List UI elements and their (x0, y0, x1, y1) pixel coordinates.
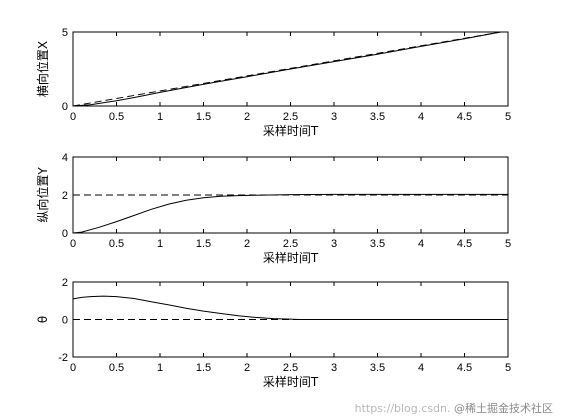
x-tick-label: 5 (505, 362, 511, 374)
x-tick-label: 0.5 (109, 238, 124, 250)
x-tick-label: 2 (244, 238, 250, 250)
response-line (72, 295, 508, 320)
y-axis-label: 纵向位置Y (35, 167, 50, 223)
x-tick-label: 4 (418, 362, 424, 374)
y-tick-label: 2 (62, 277, 68, 289)
subplot-1: 0 0.5 1 1.5 2 2.5 3 3.5 4 4.5 5 0 5 采样时间T 横向位置X (35, 27, 511, 138)
x-tick-label: 1.5 (196, 362, 211, 374)
x-tick-label: 3.5 (370, 362, 385, 374)
x-tick-label: 3.5 (370, 111, 385, 123)
watermark: https://blog.csdn. @稀土掘金技术社区 (355, 400, 553, 416)
x-tick-label: 1 (157, 238, 163, 250)
watermark-url: https://blog.csdn. (354, 402, 451, 415)
response-line (72, 31, 500, 107)
x-tick-label: 3 (331, 238, 337, 250)
x-tick-label: 2 (244, 111, 250, 123)
y-tick-label: 0 (62, 228, 68, 240)
y-tick-label: 0 (62, 315, 68, 327)
x-tick-label: 4.5 (457, 111, 472, 123)
x-tick-label: 1.5 (196, 111, 211, 123)
x-tick-label: 2.5 (283, 238, 298, 250)
x-tick-label: 0 (70, 111, 76, 123)
x-tick-label: 1 (157, 362, 163, 374)
x-tick-label: 0.5 (109, 111, 124, 123)
x-tick-label: 3 (331, 111, 337, 123)
x-axis-label: 采样时间T (263, 123, 319, 138)
x-tick-label: 4.5 (457, 362, 472, 374)
y-tick-label: 4 (62, 152, 68, 164)
y-tick-label: 5 (62, 27, 68, 39)
x-tick-label: 5 (505, 111, 511, 123)
x-tick-label: 5 (505, 238, 511, 250)
x-tick-label: 0 (70, 238, 76, 250)
x-tick-label: 4 (418, 111, 424, 123)
y-tick-label: 0 (62, 101, 68, 113)
x-tick-label: 3 (331, 362, 337, 374)
x-axis-label: 采样时间T (263, 250, 319, 265)
x-tick-label: 1 (157, 111, 163, 123)
x-tick-label: 4.5 (457, 238, 472, 250)
y-tick-label: -2 (58, 352, 68, 364)
watermark-brand: @稀土掘金技术社区 (454, 402, 553, 415)
x-axis-label: 采样时间T (263, 374, 319, 389)
x-tick-label: 2 (244, 362, 250, 374)
subplot-2: 0 0.5 1 1.5 2 2.5 3 3.5 4 4.5 5 0 2 4 采样时间T 纵向位置Y (35, 152, 511, 265)
y-axis-label: θ (36, 316, 50, 323)
reference-line (72, 31, 502, 107)
x-tick-label: 2.5 (283, 362, 298, 374)
x-tick-label: 0 (70, 362, 76, 374)
x-tick-label: 2.5 (283, 111, 298, 123)
x-tick-label: 1.5 (196, 238, 211, 250)
x-tick-label: 0.5 (109, 362, 124, 374)
y-tick-label: 2 (62, 190, 68, 202)
x-tick-label: 3.5 (370, 238, 385, 250)
response-line (72, 193, 508, 234)
x-tick-label: 4 (418, 238, 424, 250)
y-axis-label: 横向位置X (35, 41, 50, 97)
